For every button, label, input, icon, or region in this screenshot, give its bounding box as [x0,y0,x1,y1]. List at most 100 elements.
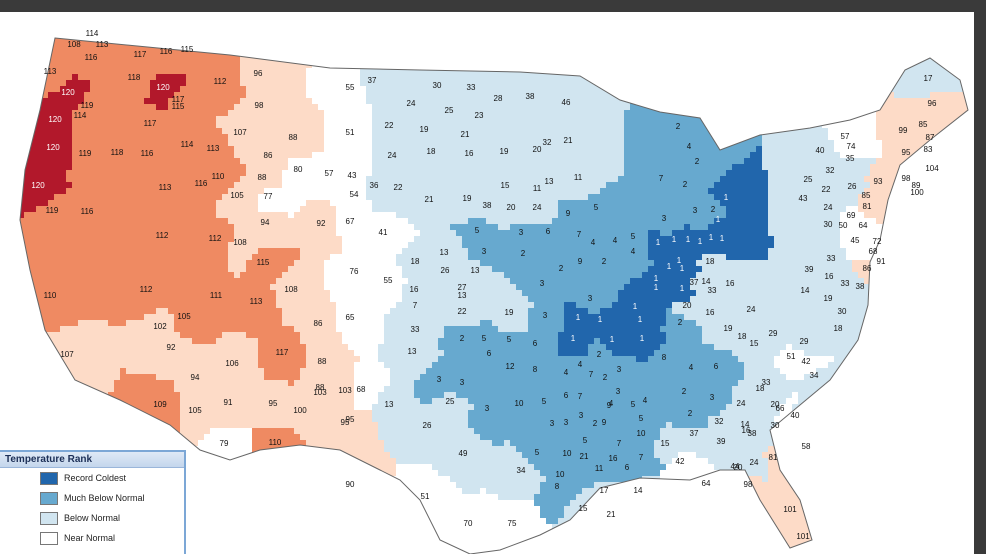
division-cell [948,74,954,80]
division-cell [804,44,810,50]
division-cell [306,74,312,80]
division-cell [162,164,168,170]
division-cell [288,44,294,50]
division-cell [66,56,72,62]
division-cell [876,110,882,116]
division-cell [678,20,684,26]
division-cell [876,140,882,146]
division-cell [120,128,126,134]
division-cell [156,62,162,68]
division-cell [66,98,72,104]
division-cell [264,170,270,176]
division-cell [690,152,696,158]
division-cell [54,122,60,128]
division-cell [540,176,546,182]
division-cell [690,86,696,92]
division-cell [522,98,528,104]
division-cell [0,44,6,50]
division-cell [138,194,144,200]
division-cell [924,116,930,122]
division-cell [348,68,354,74]
division-cell [546,104,552,110]
division-cell [690,104,696,110]
division-cell [786,26,792,32]
division-cell [900,194,906,200]
division-cell [342,134,348,140]
division-cell [468,116,474,122]
division-cell [798,44,804,50]
division-cell [276,20,282,26]
division-cell [570,86,576,92]
division-cell [486,20,492,26]
division-cell [330,38,336,44]
division-cell [432,38,438,44]
division-cell [750,152,756,158]
division-cell [726,44,732,50]
division-cell [534,44,540,50]
division-cell [12,140,18,146]
division-cell [60,134,66,140]
division-cell [102,170,108,176]
division-cell [822,38,828,44]
division-cell [462,32,468,38]
division-cell [246,86,252,92]
division-cell [42,158,48,164]
division-cell [834,74,840,80]
division-cell [414,134,420,140]
division-cell [120,74,126,80]
division-cell [324,80,330,86]
division-cell [156,176,162,182]
division-cell [876,92,882,98]
division-cell [270,62,276,68]
division-cell [600,116,606,122]
division-cell [894,62,900,68]
division-cell [162,140,168,146]
division-cell [24,116,30,122]
division-cell [606,140,612,146]
division-cell [912,170,918,176]
division-cell [486,188,492,194]
division-cell [42,32,48,38]
division-cell [450,164,456,170]
division-cell [246,122,252,128]
division-cell [804,164,810,170]
division-cell [606,116,612,122]
division-cell [474,98,480,104]
division-cell [354,128,360,134]
division-cell [150,26,156,32]
division-cell [714,146,720,152]
division-cell [156,92,162,98]
division-cell [390,176,396,182]
division-cell [816,164,822,170]
division-cell [852,86,858,92]
division-cell [876,158,882,164]
division-cell [720,74,726,80]
division-cell [300,158,306,164]
division-cell [108,140,114,146]
division-cell [276,38,282,44]
division-cell [810,32,816,38]
division-cell [90,146,96,152]
division-cell [606,170,612,176]
division-cell [564,38,570,44]
division-cell [546,26,552,32]
division-cell [720,62,726,68]
division-cell [564,104,570,110]
division-cell [390,32,396,38]
division-cell [900,86,906,92]
division-cell [222,140,228,146]
division-cell [516,74,522,80]
division-cell [342,170,348,176]
division-cell [84,140,90,146]
division-cell [474,134,480,140]
division-cell [852,56,858,62]
division-cell [954,32,960,38]
division-cell [810,50,816,56]
division-cell [966,80,968,86]
division-cell [96,146,102,152]
division-cell [60,164,66,170]
division-cell [792,104,798,110]
division-cell [906,86,912,92]
division-cell [732,80,738,86]
division-cell [834,158,840,164]
